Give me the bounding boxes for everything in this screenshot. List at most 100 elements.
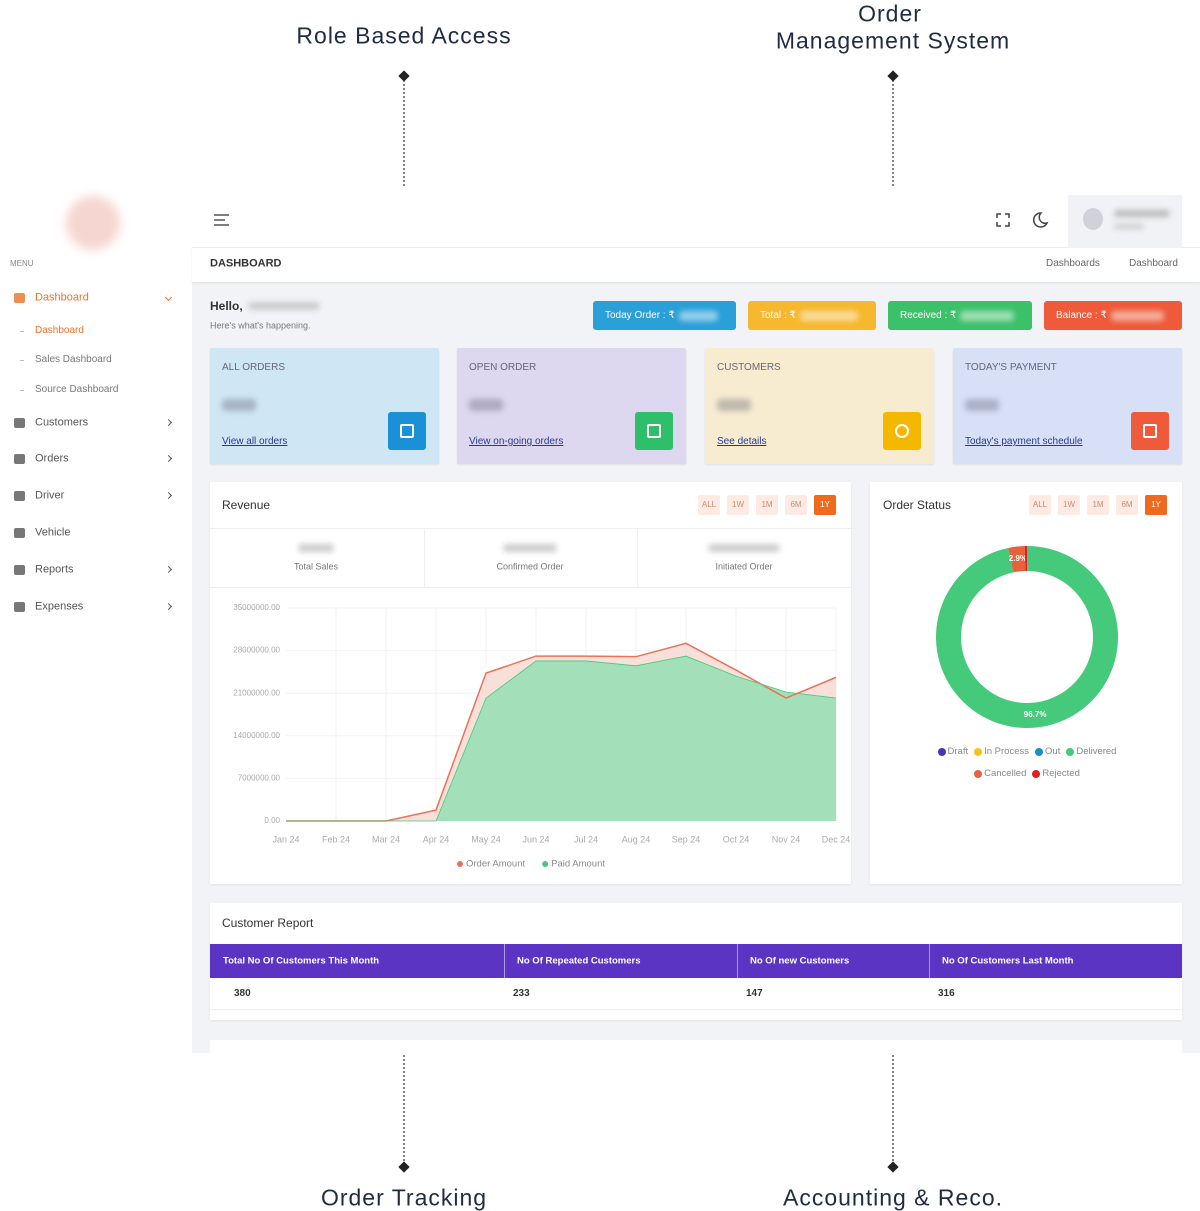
- x-tick-label: Aug 24: [622, 834, 651, 844]
- menu-icon: [14, 565, 25, 575]
- blurred-value: [503, 544, 557, 552]
- filter-button[interactable]: [1087, 495, 1109, 515]
- legend-label: Paid Amount: [551, 859, 605, 870]
- legend-label: Rejected: [1042, 768, 1080, 779]
- submenu-item[interactable]: Dashboard: [35, 325, 84, 336]
- y-tick-label: 0.00: [264, 816, 280, 825]
- slice-label: 2.9%: [1009, 554, 1027, 563]
- badge-label: Balance : ₹: [1056, 310, 1107, 321]
- card-link[interactable]: Today's payment schedule: [965, 436, 1083, 447]
- legend-swatch: [1066, 748, 1075, 756]
- callout: Order Tracking: [320, 1184, 488, 1211]
- x-tick-label: Jun 24: [522, 834, 549, 844]
- submenu-item[interactable]: Source Dashboard: [35, 384, 119, 395]
- legend-item[interactable]: Delivered: [1066, 746, 1116, 758]
- card-link[interactable]: View on-going orders: [469, 436, 564, 447]
- legend-swatch: [937, 748, 946, 756]
- y-tick-label: 7000000.00: [238, 774, 281, 783]
- callout: Role Based Access: [296, 22, 512, 49]
- callout: Order: [858, 0, 922, 27]
- x-tick-label: Jan 24: [272, 834, 299, 844]
- legend-label: Order Amount: [466, 859, 525, 870]
- filter-label: 1M: [1092, 500, 1104, 509]
- menu-icon: [14, 491, 25, 501]
- card-icon[interactable]: [388, 412, 426, 450]
- donut-slice: [1024, 546, 1027, 572]
- legend-item[interactable]: Draft: [937, 746, 969, 758]
- blurred-value: [717, 399, 751, 411]
- breadcrumb[interactable]: Dashboards: [1046, 258, 1100, 269]
- user-name: [1114, 210, 1170, 217]
- menu-icon: [14, 454, 25, 464]
- x-tick-label: Oct 24: [723, 834, 750, 844]
- filter-button[interactable]: [1116, 495, 1138, 515]
- filter-label: 1M: [761, 500, 773, 509]
- callout: Accounting & Reco.: [782, 1184, 1004, 1211]
- x-tick-label: Feb 24: [322, 834, 350, 844]
- y-tick-label: 35000000.00: [233, 603, 280, 612]
- menu-item[interactable]: Expenses: [35, 600, 84, 613]
- card-title: OPEN ORDER: [469, 362, 537, 373]
- legend-item[interactable]: In Process: [974, 746, 1029, 758]
- menu-item[interactable]: Orders: [35, 452, 69, 465]
- menu-icon: [14, 293, 25, 303]
- menu-item[interactable]: Vehicle: [35, 526, 71, 539]
- filter-button[interactable]: [1058, 495, 1080, 515]
- x-tick-label: Mar 24: [372, 834, 400, 844]
- column-header: No Of Repeated Customers: [517, 955, 641, 967]
- filter-button[interactable]: [1029, 495, 1051, 515]
- blurred-value: [960, 311, 1014, 321]
- x-tick-label: Dec 24: [822, 834, 851, 844]
- card-icon[interactable]: [635, 412, 673, 450]
- legend-swatch: [974, 770, 983, 778]
- logo: [66, 196, 120, 250]
- card-icon-glyph: [1143, 424, 1157, 438]
- filter-button[interactable]: [1145, 495, 1167, 515]
- legend-item[interactable]: Cancelled: [974, 768, 1026, 780]
- diamond: [887, 1161, 899, 1173]
- menu-item[interactable]: Customers: [35, 416, 89, 429]
- menu-item[interactable]: Dashboard: [35, 291, 89, 304]
- column-header: Total No Of Customers This Month: [223, 955, 380, 967]
- panel-title: Revenue: [222, 498, 271, 512]
- badge-label: Today Order : ₹: [605, 310, 675, 321]
- filter-button[interactable]: [727, 495, 749, 515]
- bullet: [20, 390, 24, 391]
- stat-label: Total Sales: [293, 561, 339, 572]
- legend-item[interactable]: Out: [1035, 746, 1060, 758]
- breadcrumb: Dashboard: [1129, 258, 1178, 269]
- column-divider: [737, 944, 738, 978]
- legend-swatch: [974, 748, 983, 756]
- badge-label: Total : ₹: [760, 310, 796, 321]
- stat-label: Initiated Order: [715, 561, 773, 572]
- legend-swatch: [457, 861, 463, 867]
- filter-button[interactable]: [698, 495, 720, 515]
- sidebar: [0, 195, 191, 1053]
- submenu-item[interactable]: Sales Dashboard: [35, 354, 112, 365]
- card-icon-glyph: [647, 424, 661, 438]
- card-icon-glyph: [895, 424, 909, 438]
- card-link[interactable]: View all orders: [222, 436, 288, 447]
- x-tick-label: May 24: [471, 834, 501, 844]
- menu-item[interactable]: Driver: [35, 489, 65, 502]
- legend-swatch: [542, 861, 549, 867]
- card-title: CUSTOMERS: [717, 362, 781, 373]
- legend-swatch: [1035, 748, 1044, 756]
- legend-label: Draft: [947, 746, 969, 757]
- filter-label: 1W: [732, 500, 744, 509]
- legend-label: Delivered: [1076, 746, 1117, 757]
- theme-icon: [1032, 212, 1049, 228]
- menu-icon: [14, 528, 25, 538]
- filter-button[interactable]: [785, 495, 807, 515]
- blurred-value: [679, 311, 718, 321]
- stat-label: Confirmed Order: [496, 561, 564, 572]
- card-link[interactable]: See details: [717, 436, 767, 447]
- card-title: ALL ORDERS: [222, 362, 285, 373]
- card-icon[interactable]: [1131, 412, 1169, 450]
- legend-item[interactable]: Rejected: [1032, 768, 1080, 780]
- filter-label: 6M: [1121, 500, 1133, 509]
- menu-item[interactable]: Reports: [35, 563, 74, 576]
- filter-button[interactable]: [814, 495, 836, 515]
- filter-button[interactable]: [756, 495, 778, 515]
- diamond: [887, 70, 899, 82]
